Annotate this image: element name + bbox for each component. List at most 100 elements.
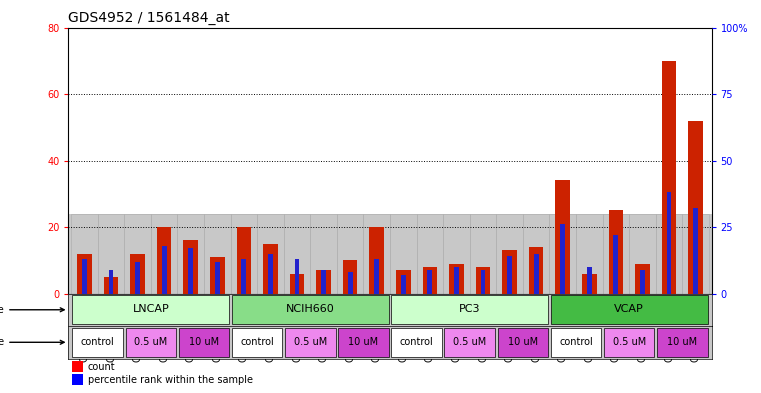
Bar bbox=[401, 275, 406, 294]
Bar bbox=[667, 193, 671, 294]
Bar bbox=[470, 214, 496, 294]
Text: 10 uM: 10 uM bbox=[189, 337, 219, 347]
Bar bbox=[657, 328, 708, 356]
Bar bbox=[231, 214, 257, 294]
Bar bbox=[343, 260, 358, 294]
Text: control: control bbox=[81, 337, 115, 347]
Text: control: control bbox=[240, 337, 274, 347]
Bar bbox=[71, 214, 97, 294]
Bar bbox=[82, 259, 87, 294]
Bar bbox=[523, 214, 549, 294]
Text: 10 uM: 10 uM bbox=[667, 337, 697, 347]
Bar bbox=[321, 270, 326, 294]
Bar bbox=[481, 270, 486, 294]
Bar bbox=[204, 214, 231, 294]
Text: NCIH660: NCIH660 bbox=[286, 304, 335, 314]
Text: GDS4952 / 1561484_at: GDS4952 / 1561484_at bbox=[68, 11, 230, 25]
Bar bbox=[232, 328, 282, 356]
Bar bbox=[364, 214, 390, 294]
Bar bbox=[656, 214, 683, 294]
Bar bbox=[529, 247, 543, 294]
Bar bbox=[317, 270, 331, 294]
Text: 0.5 uM: 0.5 uM bbox=[134, 337, 167, 347]
Bar bbox=[396, 270, 411, 294]
Bar bbox=[374, 259, 379, 294]
Bar bbox=[428, 270, 432, 294]
Bar bbox=[391, 328, 442, 356]
Bar bbox=[640, 270, 645, 294]
Bar bbox=[693, 208, 698, 294]
Text: VCAP: VCAP bbox=[614, 304, 644, 314]
Bar bbox=[215, 262, 220, 294]
Bar bbox=[391, 296, 548, 324]
Bar bbox=[183, 240, 198, 294]
Bar bbox=[629, 214, 656, 294]
Text: control: control bbox=[559, 337, 593, 347]
Bar bbox=[348, 272, 352, 294]
Text: count: count bbox=[88, 362, 116, 371]
Bar bbox=[241, 259, 247, 294]
Bar bbox=[498, 328, 548, 356]
Bar bbox=[662, 61, 677, 294]
Bar bbox=[688, 121, 703, 294]
Bar bbox=[157, 227, 171, 294]
Text: dose: dose bbox=[0, 337, 64, 347]
Bar bbox=[97, 214, 124, 294]
Bar bbox=[338, 328, 389, 356]
Bar bbox=[77, 253, 92, 294]
Bar bbox=[587, 267, 592, 294]
Bar bbox=[103, 277, 118, 294]
Bar bbox=[72, 375, 83, 385]
Bar bbox=[72, 328, 123, 356]
Bar bbox=[290, 274, 304, 294]
Text: 0.5 uM: 0.5 uM bbox=[613, 337, 646, 347]
Bar bbox=[179, 328, 229, 356]
Bar bbox=[109, 270, 113, 294]
Text: control: control bbox=[400, 337, 434, 347]
Bar bbox=[135, 262, 140, 294]
Bar bbox=[188, 248, 193, 294]
Bar bbox=[210, 257, 224, 294]
Text: PC3: PC3 bbox=[459, 304, 480, 314]
Bar bbox=[507, 256, 512, 294]
Bar bbox=[502, 250, 517, 294]
Bar bbox=[496, 214, 523, 294]
Bar bbox=[68, 214, 712, 294]
Bar bbox=[124, 214, 151, 294]
Bar bbox=[683, 214, 709, 294]
Bar bbox=[177, 214, 204, 294]
Text: 0.5 uM: 0.5 uM bbox=[294, 337, 327, 347]
Bar bbox=[257, 214, 284, 294]
Bar bbox=[284, 214, 310, 294]
Bar bbox=[604, 328, 654, 356]
Bar bbox=[454, 267, 459, 294]
Bar bbox=[582, 274, 597, 294]
Bar bbox=[551, 296, 708, 324]
Text: percentile rank within the sample: percentile rank within the sample bbox=[88, 375, 253, 385]
Text: LNCAP: LNCAP bbox=[132, 304, 169, 314]
Bar bbox=[613, 235, 618, 294]
Bar bbox=[560, 224, 565, 294]
Bar bbox=[232, 296, 389, 324]
Bar bbox=[72, 361, 83, 372]
Bar bbox=[72, 296, 229, 324]
Bar bbox=[390, 214, 416, 294]
Bar bbox=[285, 328, 336, 356]
Bar bbox=[449, 264, 463, 294]
Bar bbox=[310, 214, 337, 294]
Text: cell line: cell line bbox=[0, 305, 64, 315]
Bar bbox=[337, 214, 364, 294]
Bar bbox=[162, 246, 167, 294]
Bar bbox=[126, 328, 176, 356]
Text: 10 uM: 10 uM bbox=[349, 337, 378, 347]
Bar bbox=[549, 214, 576, 294]
Bar bbox=[551, 328, 601, 356]
Text: 10 uM: 10 uM bbox=[508, 337, 538, 347]
Bar bbox=[444, 328, 495, 356]
Bar bbox=[609, 210, 623, 294]
Bar bbox=[263, 244, 278, 294]
Bar bbox=[268, 253, 273, 294]
Bar bbox=[295, 259, 299, 294]
Text: 0.5 uM: 0.5 uM bbox=[453, 337, 486, 347]
Bar bbox=[130, 253, 145, 294]
